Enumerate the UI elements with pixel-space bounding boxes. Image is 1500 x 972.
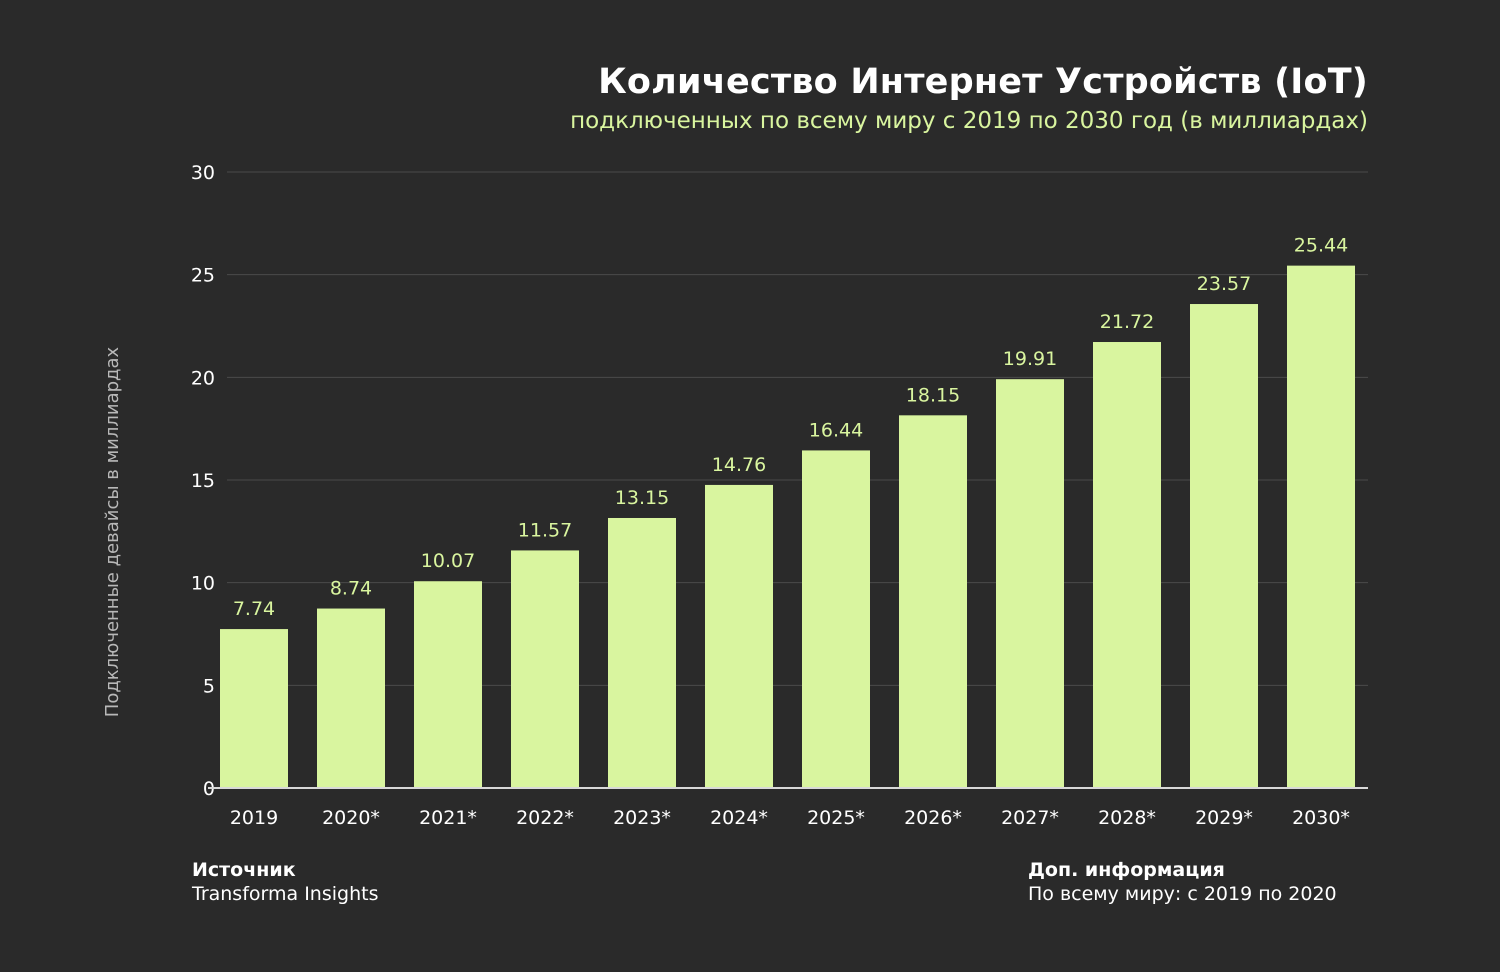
- value-label: 21.72: [1100, 311, 1154, 333]
- x-tick-label: 2030*: [1292, 807, 1350, 829]
- bar-2021: [414, 581, 482, 788]
- bar-2023: [608, 517, 676, 788]
- y-tick-label: 5: [203, 675, 215, 697]
- y-tick-label: 15: [191, 470, 215, 492]
- source-text: Transforma Insights: [192, 883, 379, 905]
- y-tick-label: 20: [191, 367, 215, 389]
- value-label: 18.15: [906, 384, 960, 406]
- x-tick-label: 2025*: [807, 807, 865, 829]
- x-tick-label: 2027*: [1001, 807, 1059, 829]
- info-heading: Доп. информация: [1028, 859, 1225, 881]
- y-tick-label: 10: [191, 573, 215, 595]
- source-heading: Источник: [192, 859, 296, 881]
- x-tick-label: 2026*: [904, 807, 962, 829]
- x-tick-label: 2020*: [322, 807, 380, 829]
- x-tick-label: 2029*: [1195, 807, 1253, 829]
- bar-2029: [1190, 304, 1258, 788]
- x-tick-label: 2019: [230, 807, 278, 829]
- value-label: 25.44: [1294, 235, 1348, 257]
- value-label: 10.07: [421, 550, 475, 572]
- x-tick-label: 2028*: [1098, 807, 1156, 829]
- y-tick-label: 25: [191, 265, 215, 287]
- y-axis-label: Подключенные девайсы в миллиардах: [102, 346, 123, 717]
- y-tick-label: 30: [191, 162, 215, 184]
- y-axis-ticks: 051015202530: [191, 162, 215, 800]
- value-label: 14.76: [712, 454, 766, 476]
- value-label: 23.57: [1197, 273, 1251, 295]
- source-block: Источник Transforma Insights: [192, 858, 378, 906]
- x-axis-ticks: 2019 2020* 2021* 2022* 2023* 2024* 2025* 2026* 2…: [230, 807, 1350, 829]
- bars: [220, 265, 1355, 789]
- bar-2024: [705, 484, 773, 788]
- bar-2020: [317, 608, 385, 788]
- chart-subtitle: подключенных по всему миру с 2019 по 203…: [570, 108, 1368, 134]
- x-tick-label: 2021*: [419, 807, 477, 829]
- bar-2028: [1093, 342, 1161, 788]
- x-tick-label: 2023*: [613, 807, 671, 829]
- value-label: 13.15: [615, 487, 669, 509]
- bar-2030: [1287, 265, 1355, 789]
- value-label: 8.74: [330, 578, 372, 600]
- value-label: 19.91: [1003, 348, 1057, 370]
- bar-2025: [802, 450, 870, 788]
- bar-2026: [899, 415, 967, 788]
- value-labels: 7.74 8.74 10.07 11.57 13.15 14.76 16.44 18.15 19…: [233, 235, 1348, 620]
- bar-2027: [996, 379, 1064, 788]
- value-label: 7.74: [233, 598, 275, 620]
- bar-2019: [220, 629, 288, 788]
- chart-title: Количество Интернет Устройств (IoT): [598, 62, 1368, 102]
- info-block: Доп. информация По всему миру: с 2019 по…: [1028, 858, 1337, 906]
- info-text: По всему миру: с 2019 по 2020: [1028, 883, 1337, 905]
- value-label: 16.44: [809, 419, 863, 441]
- x-tick-label: 2024*: [710, 807, 768, 829]
- bar-2022: [511, 550, 579, 788]
- x-tick-label: 2022*: [516, 807, 574, 829]
- value-label: 11.57: [518, 519, 572, 541]
